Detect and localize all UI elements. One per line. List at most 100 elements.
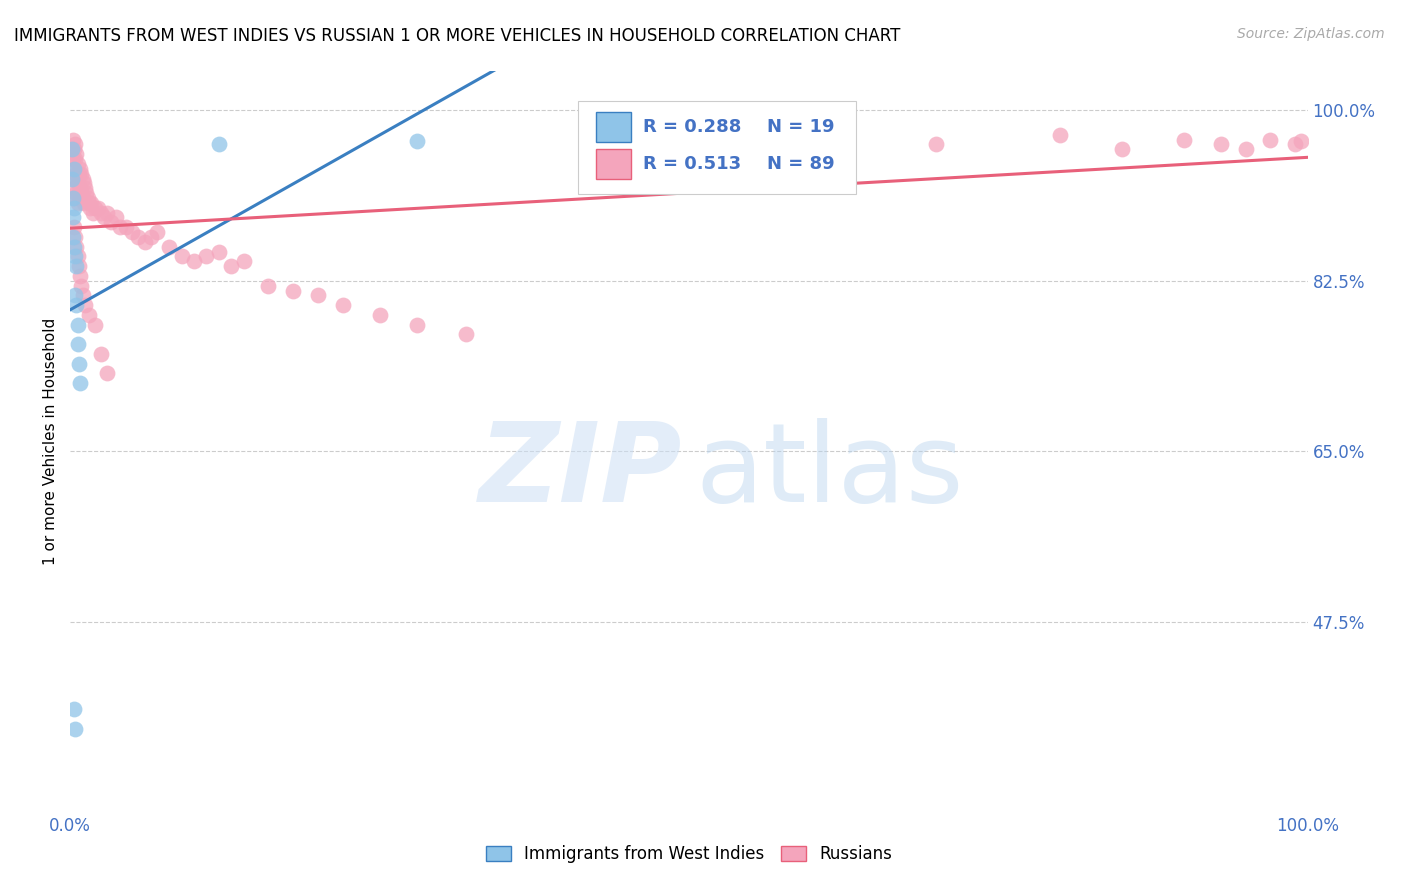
Point [79,201,101,215]
Point [69,376,91,390]
Point [65,186,87,201]
Point [65,722,87,736]
Text: N = 19: N = 19 [766,118,834,136]
Point [65,152,87,166]
Point [66,318,89,332]
Point [195,250,218,264]
Legend: Immigrants from West Indies, Russians: Immigrants from West Indies, Russians [479,838,898,870]
Point [73,195,96,210]
Text: N = 89: N = 89 [766,155,835,173]
Point [70,278,93,293]
FancyBboxPatch shape [578,101,856,194]
Point [72,171,94,186]
Point [63,240,86,254]
Point [67,167,90,181]
Point [170,250,193,264]
Text: IMMIGRANTS FROM WEST INDIES VS RUSSIAN 1 OR MORE VEHICLES IN HOUSEHOLD CORRELATI: IMMIGRANTS FROM WEST INDIES VS RUSSIAN 1… [14,27,900,45]
Text: ZIP: ZIP [479,417,683,524]
Point [65,288,87,302]
Text: R = 0.513: R = 0.513 [643,155,741,173]
Point [63,161,86,176]
Point [80,195,103,210]
Text: R = 0.288: R = 0.288 [643,118,741,136]
Point [405,135,427,149]
Point [208,244,231,259]
Point [134,235,156,249]
Point [1260,132,1282,146]
Point [332,298,354,312]
Point [90,205,112,219]
Point [1284,137,1306,152]
FancyBboxPatch shape [596,149,631,178]
Point [66,337,89,351]
Point [65,250,87,264]
Point [96,205,118,219]
Point [108,220,131,235]
Point [66,157,89,171]
Point [368,308,391,322]
Point [75,186,97,201]
Point [65,259,87,273]
Point [62,191,84,205]
Point [63,702,86,716]
Point [96,367,118,381]
Point [65,298,87,312]
Point [115,220,138,235]
Point [86,201,108,215]
Point [456,327,478,342]
Y-axis label: 1 or more Vehicles in Household: 1 or more Vehicles in Household [44,318,59,566]
Point [65,137,87,152]
Point [281,284,304,298]
Point [63,220,86,235]
Point [69,181,91,195]
Point [67,357,90,371]
Point [82,205,104,219]
Point [70,167,93,181]
Point [72,191,94,205]
Point [121,225,143,239]
Point [925,137,948,152]
Point [62,152,84,166]
Point [66,177,89,191]
Point [66,250,89,264]
Point [65,230,87,244]
Point [183,254,205,268]
Point [69,161,91,176]
Point [257,278,280,293]
Point [75,181,97,195]
Point [1173,132,1195,146]
Point [67,259,90,273]
Point [76,191,98,205]
Point [65,191,87,205]
Point [77,195,100,210]
Point [65,167,87,181]
Point [84,318,107,332]
Point [405,318,427,332]
Point [60,142,83,156]
Point [100,215,122,229]
Point [72,288,94,302]
Point [105,211,128,225]
Point [63,161,86,176]
Point [69,268,91,283]
Point [60,171,83,186]
Point [1234,142,1257,156]
Point [801,132,824,146]
Point [1291,135,1313,149]
Point [65,147,87,161]
Point [93,211,115,225]
Point [146,225,169,239]
Point [1111,142,1133,156]
Text: Source: ZipAtlas.com: Source: ZipAtlas.com [1237,27,1385,41]
Point [63,201,86,215]
Point [77,308,100,322]
Point [67,186,90,201]
Point [73,177,96,191]
Point [62,211,84,225]
Point [63,142,86,156]
Point [1209,137,1232,152]
Point [63,181,86,195]
Point [65,171,87,186]
Point [307,288,329,302]
Point [90,347,112,361]
